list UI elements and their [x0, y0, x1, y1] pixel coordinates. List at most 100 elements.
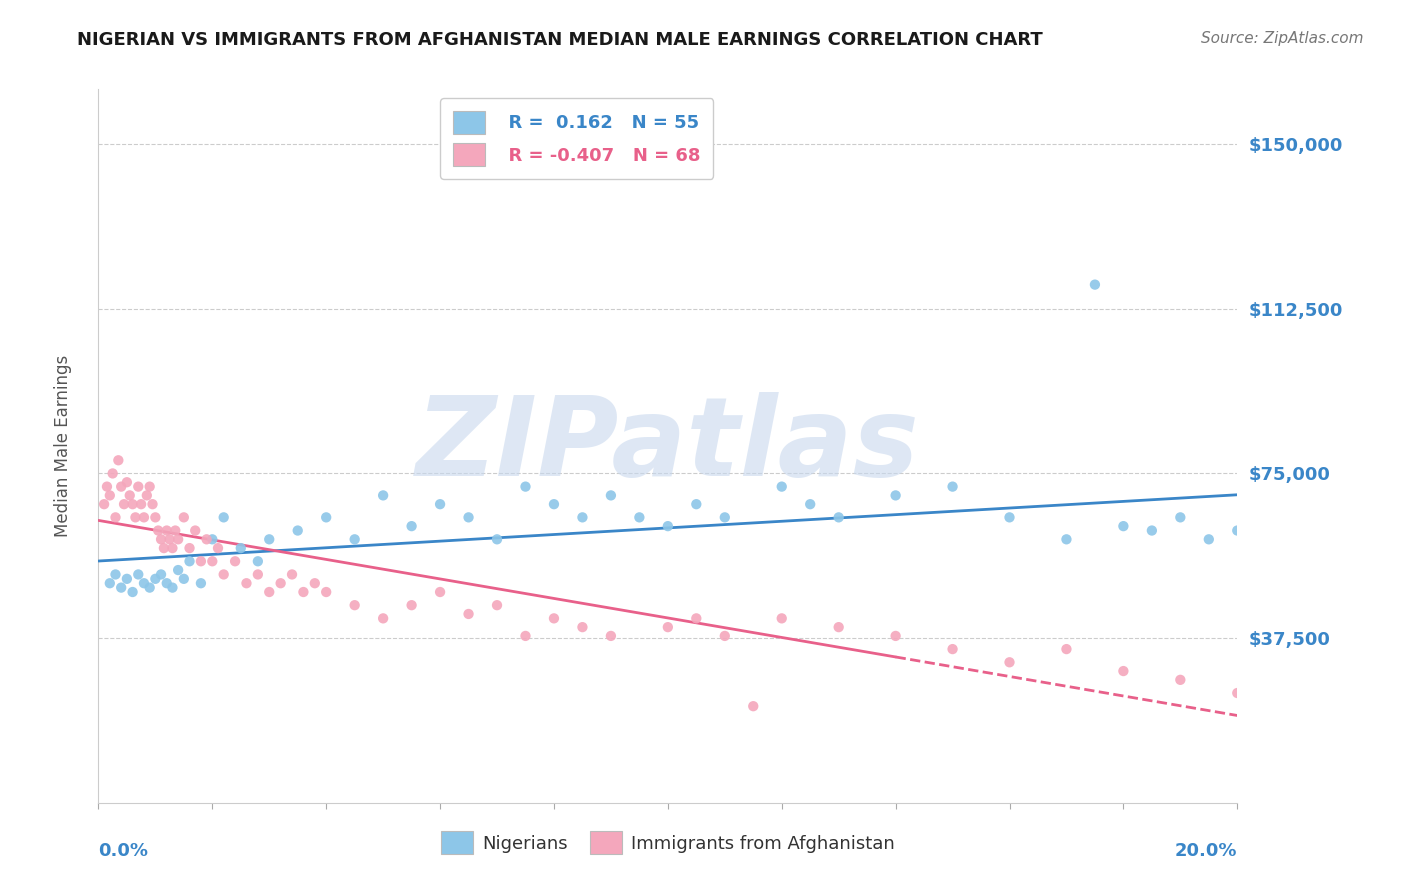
Point — [93, 497, 115, 511]
Point — [179, 554, 201, 568]
Point — [600, 488, 623, 502]
Point — [173, 572, 195, 586]
Legend: Nigerians, Immigrants from Afghanistan: Nigerians, Immigrants from Afghanistan — [433, 824, 903, 862]
Point — [429, 497, 451, 511]
Point — [315, 585, 337, 599]
Point — [179, 541, 201, 555]
Point — [138, 581, 160, 595]
Point — [371, 488, 394, 502]
Point — [515, 629, 537, 643]
Point — [201, 554, 224, 568]
Point — [138, 480, 160, 494]
Point — [304, 576, 326, 591]
Point — [942, 642, 965, 657]
Point — [156, 524, 179, 538]
Point — [343, 598, 366, 612]
Point — [1170, 673, 1192, 687]
Point — [1254, 524, 1277, 538]
Point — [828, 510, 851, 524]
Point — [287, 524, 309, 538]
Point — [184, 524, 207, 538]
Point — [129, 497, 152, 511]
Point — [127, 480, 149, 494]
Point — [167, 533, 190, 547]
Point — [515, 480, 537, 494]
Point — [1271, 533, 1294, 547]
Point — [141, 497, 163, 511]
Point — [162, 581, 184, 595]
Point — [96, 480, 118, 494]
Point — [685, 497, 707, 511]
Point — [167, 563, 190, 577]
Point — [115, 475, 138, 490]
Point — [1312, 510, 1334, 524]
Point — [165, 524, 187, 538]
Point — [1170, 510, 1192, 524]
Point — [259, 533, 281, 547]
Point — [153, 541, 176, 555]
Point — [115, 572, 138, 586]
Point — [998, 510, 1021, 524]
Point — [1112, 519, 1135, 533]
Point — [121, 497, 143, 511]
Point — [124, 510, 146, 524]
Point — [884, 488, 907, 502]
Point — [1084, 277, 1107, 292]
Point — [112, 497, 135, 511]
Point — [543, 611, 565, 625]
Text: 20.0%: 20.0% — [1175, 842, 1237, 860]
Point — [1198, 533, 1220, 547]
Point — [145, 572, 167, 586]
Point — [657, 519, 679, 533]
Point — [110, 581, 132, 595]
Point — [246, 554, 269, 568]
Point — [1237, 510, 1260, 524]
Point — [799, 497, 821, 511]
Point — [657, 620, 679, 634]
Point — [148, 524, 170, 538]
Text: Source: ZipAtlas.com: Source: ZipAtlas.com — [1201, 31, 1364, 46]
Point — [132, 510, 155, 524]
Point — [98, 488, 121, 502]
Point — [1140, 524, 1163, 538]
Point — [162, 541, 184, 555]
Point — [401, 519, 423, 533]
Point — [292, 585, 315, 599]
Point — [486, 598, 509, 612]
Point — [685, 611, 707, 625]
Point — [270, 576, 292, 591]
Point — [1056, 533, 1078, 547]
Point — [121, 585, 143, 599]
Point — [132, 576, 155, 591]
Point — [259, 585, 281, 599]
Point — [110, 480, 132, 494]
Point — [429, 585, 451, 599]
Point — [742, 699, 765, 714]
Point — [212, 567, 235, 582]
Point — [159, 533, 181, 547]
Point — [401, 598, 423, 612]
Point — [104, 567, 127, 582]
Point — [770, 480, 793, 494]
Point — [150, 567, 173, 582]
Point — [628, 510, 651, 524]
Point — [235, 576, 257, 591]
Point — [1112, 664, 1135, 678]
Point — [600, 629, 623, 643]
Point — [942, 480, 965, 494]
Point — [145, 510, 167, 524]
Point — [884, 629, 907, 643]
Point — [1226, 686, 1249, 700]
Point — [127, 567, 149, 582]
Point — [281, 567, 304, 582]
Point — [207, 541, 229, 555]
Point — [135, 488, 157, 502]
Point — [201, 533, 224, 547]
Point — [212, 510, 235, 524]
Point — [343, 533, 366, 547]
Point — [457, 510, 479, 524]
Point — [195, 533, 218, 547]
Point — [246, 567, 269, 582]
Text: Median Male Earnings: Median Male Earnings — [55, 355, 72, 537]
Point — [571, 620, 593, 634]
